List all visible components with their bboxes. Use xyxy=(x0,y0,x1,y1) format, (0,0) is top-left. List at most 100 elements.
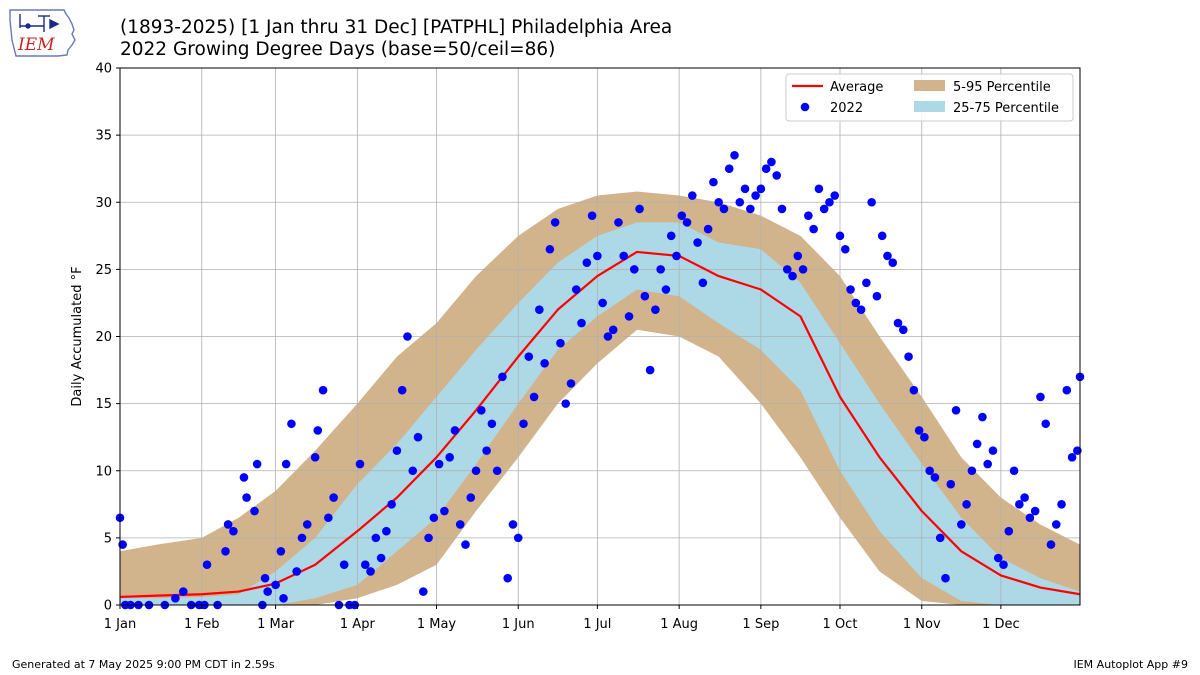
data-point-2022 xyxy=(920,432,929,442)
data-point-2022 xyxy=(403,332,412,341)
data-point-2022 xyxy=(178,587,188,596)
data-point-2022 xyxy=(519,419,528,429)
data-point-2022 xyxy=(935,533,945,543)
data-point-2022 xyxy=(819,204,829,214)
y-tick-label: 10 xyxy=(95,464,112,479)
legend-swatch-2022 xyxy=(800,102,810,112)
data-point-2022 xyxy=(1046,540,1056,549)
x-tick-label: 1 Oct xyxy=(823,617,858,632)
data-point-2022 xyxy=(387,500,396,509)
data-point-2022 xyxy=(1004,526,1014,536)
x-tick-label: 1 Aug xyxy=(660,617,698,632)
data-point-2022 xyxy=(360,560,370,570)
data-point-2022 xyxy=(287,419,296,429)
data-point-2022 xyxy=(429,513,439,523)
x-tick-label: 1 Apr xyxy=(340,617,376,632)
data-point-2022 xyxy=(550,218,560,227)
data-point-2022 xyxy=(482,446,491,455)
data-point-2022 xyxy=(1009,466,1019,476)
data-point-2022 xyxy=(450,426,460,435)
data-point-2022 xyxy=(498,372,507,382)
data-point-2022 xyxy=(651,305,660,314)
data-point-2022 xyxy=(302,520,312,529)
data-point-2022 xyxy=(503,573,512,583)
data-point-2022 xyxy=(893,318,903,328)
data-point-2022 xyxy=(619,251,629,261)
data-point-2022 xyxy=(1020,493,1029,502)
data-point-2022 xyxy=(276,547,286,556)
data-point-2022 xyxy=(814,184,824,194)
data-point-2022 xyxy=(281,459,291,469)
data-point-2022 xyxy=(714,197,723,207)
legend-label-average: Average xyxy=(830,80,883,95)
data-point-2022 xyxy=(730,150,739,160)
data-point-2022 xyxy=(709,177,718,187)
data-point-2022 xyxy=(793,251,803,261)
data-point-2022 xyxy=(930,473,940,482)
data-point-2022 xyxy=(856,305,866,314)
data-point-2022 xyxy=(898,325,908,335)
data-point-2022 xyxy=(788,271,797,281)
data-point-2022 xyxy=(571,285,581,294)
data-point-2022 xyxy=(862,278,871,288)
data-point-2022 xyxy=(455,520,465,529)
chart-title-line-1: (1893-2025) [1 Jan thru 31 Dec] [PATPHL]… xyxy=(120,17,673,38)
data-point-2022 xyxy=(767,157,776,167)
data-point-2022 xyxy=(223,520,233,529)
data-point-2022 xyxy=(418,587,428,596)
data-point-2022 xyxy=(983,459,992,469)
data-point-2022 xyxy=(376,553,386,563)
legend-box xyxy=(785,73,1074,122)
data-point-2022 xyxy=(513,533,523,543)
data-point-2022 xyxy=(434,459,444,469)
iem-logo: IEM xyxy=(9,9,76,57)
data-point-2022 xyxy=(440,506,449,516)
weather-station-icon xyxy=(19,14,60,32)
y-axis-label: Daily Accumulated °F xyxy=(70,266,85,406)
data-point-2022 xyxy=(566,379,576,388)
data-point-2022 xyxy=(703,224,713,234)
data-point-2022 xyxy=(840,244,850,254)
data-point-2022 xyxy=(561,399,571,408)
data-point-2022 xyxy=(529,392,539,402)
data-point-2022 xyxy=(221,547,230,556)
data-point-2022 xyxy=(614,218,623,227)
data-point-2022 xyxy=(1067,453,1077,462)
data-point-2022 xyxy=(624,312,634,321)
y-tick-label: 0 xyxy=(104,599,112,614)
data-point-2022 xyxy=(877,231,887,241)
data-point-2022 xyxy=(978,412,987,422)
data-point-2022 xyxy=(487,419,497,429)
data-point-2022 xyxy=(260,573,270,583)
data-point-2022 xyxy=(318,385,328,395)
data-point-2022 xyxy=(1057,500,1066,509)
data-point-2022 xyxy=(535,305,544,314)
data-point-2022 xyxy=(682,218,692,227)
data-point-2022 xyxy=(313,426,323,435)
data-point-2022 xyxy=(888,258,898,267)
data-point-2022 xyxy=(382,526,391,536)
legend: Average 2022 5-95 Percentile 25-75 Percenti… xyxy=(785,73,1074,122)
data-point-2022 xyxy=(846,285,855,294)
data-point-2022 xyxy=(724,164,734,173)
data-point-2022 xyxy=(310,453,320,462)
data-point-2022 xyxy=(339,560,349,570)
x-tick-label: 1 Jan xyxy=(104,617,136,632)
data-point-2022 xyxy=(809,224,818,234)
y-tick-label: 40 xyxy=(95,62,112,77)
data-point-2022 xyxy=(598,298,607,308)
data-point-2022 xyxy=(603,332,613,341)
data-point-2022 xyxy=(587,211,597,220)
data-point-2022 xyxy=(461,540,470,549)
x-tick-label: 1 Feb xyxy=(184,617,219,632)
data-point-2022 xyxy=(804,211,813,220)
data-point-2022 xyxy=(993,553,1003,563)
data-point-2022 xyxy=(867,197,876,207)
data-point-2022 xyxy=(371,533,381,543)
data-point-2022 xyxy=(972,439,982,449)
data-point-2022 xyxy=(825,197,834,207)
legend-swatch-25-75 xyxy=(914,101,945,112)
x-tick-label: 1 Sep xyxy=(742,617,779,632)
footer-app-label: IEM Autoplot App #9 xyxy=(1073,658,1188,671)
chart-title-line-2: 2022 Growing Degree Days (base=50/ceil=8… xyxy=(120,39,556,60)
